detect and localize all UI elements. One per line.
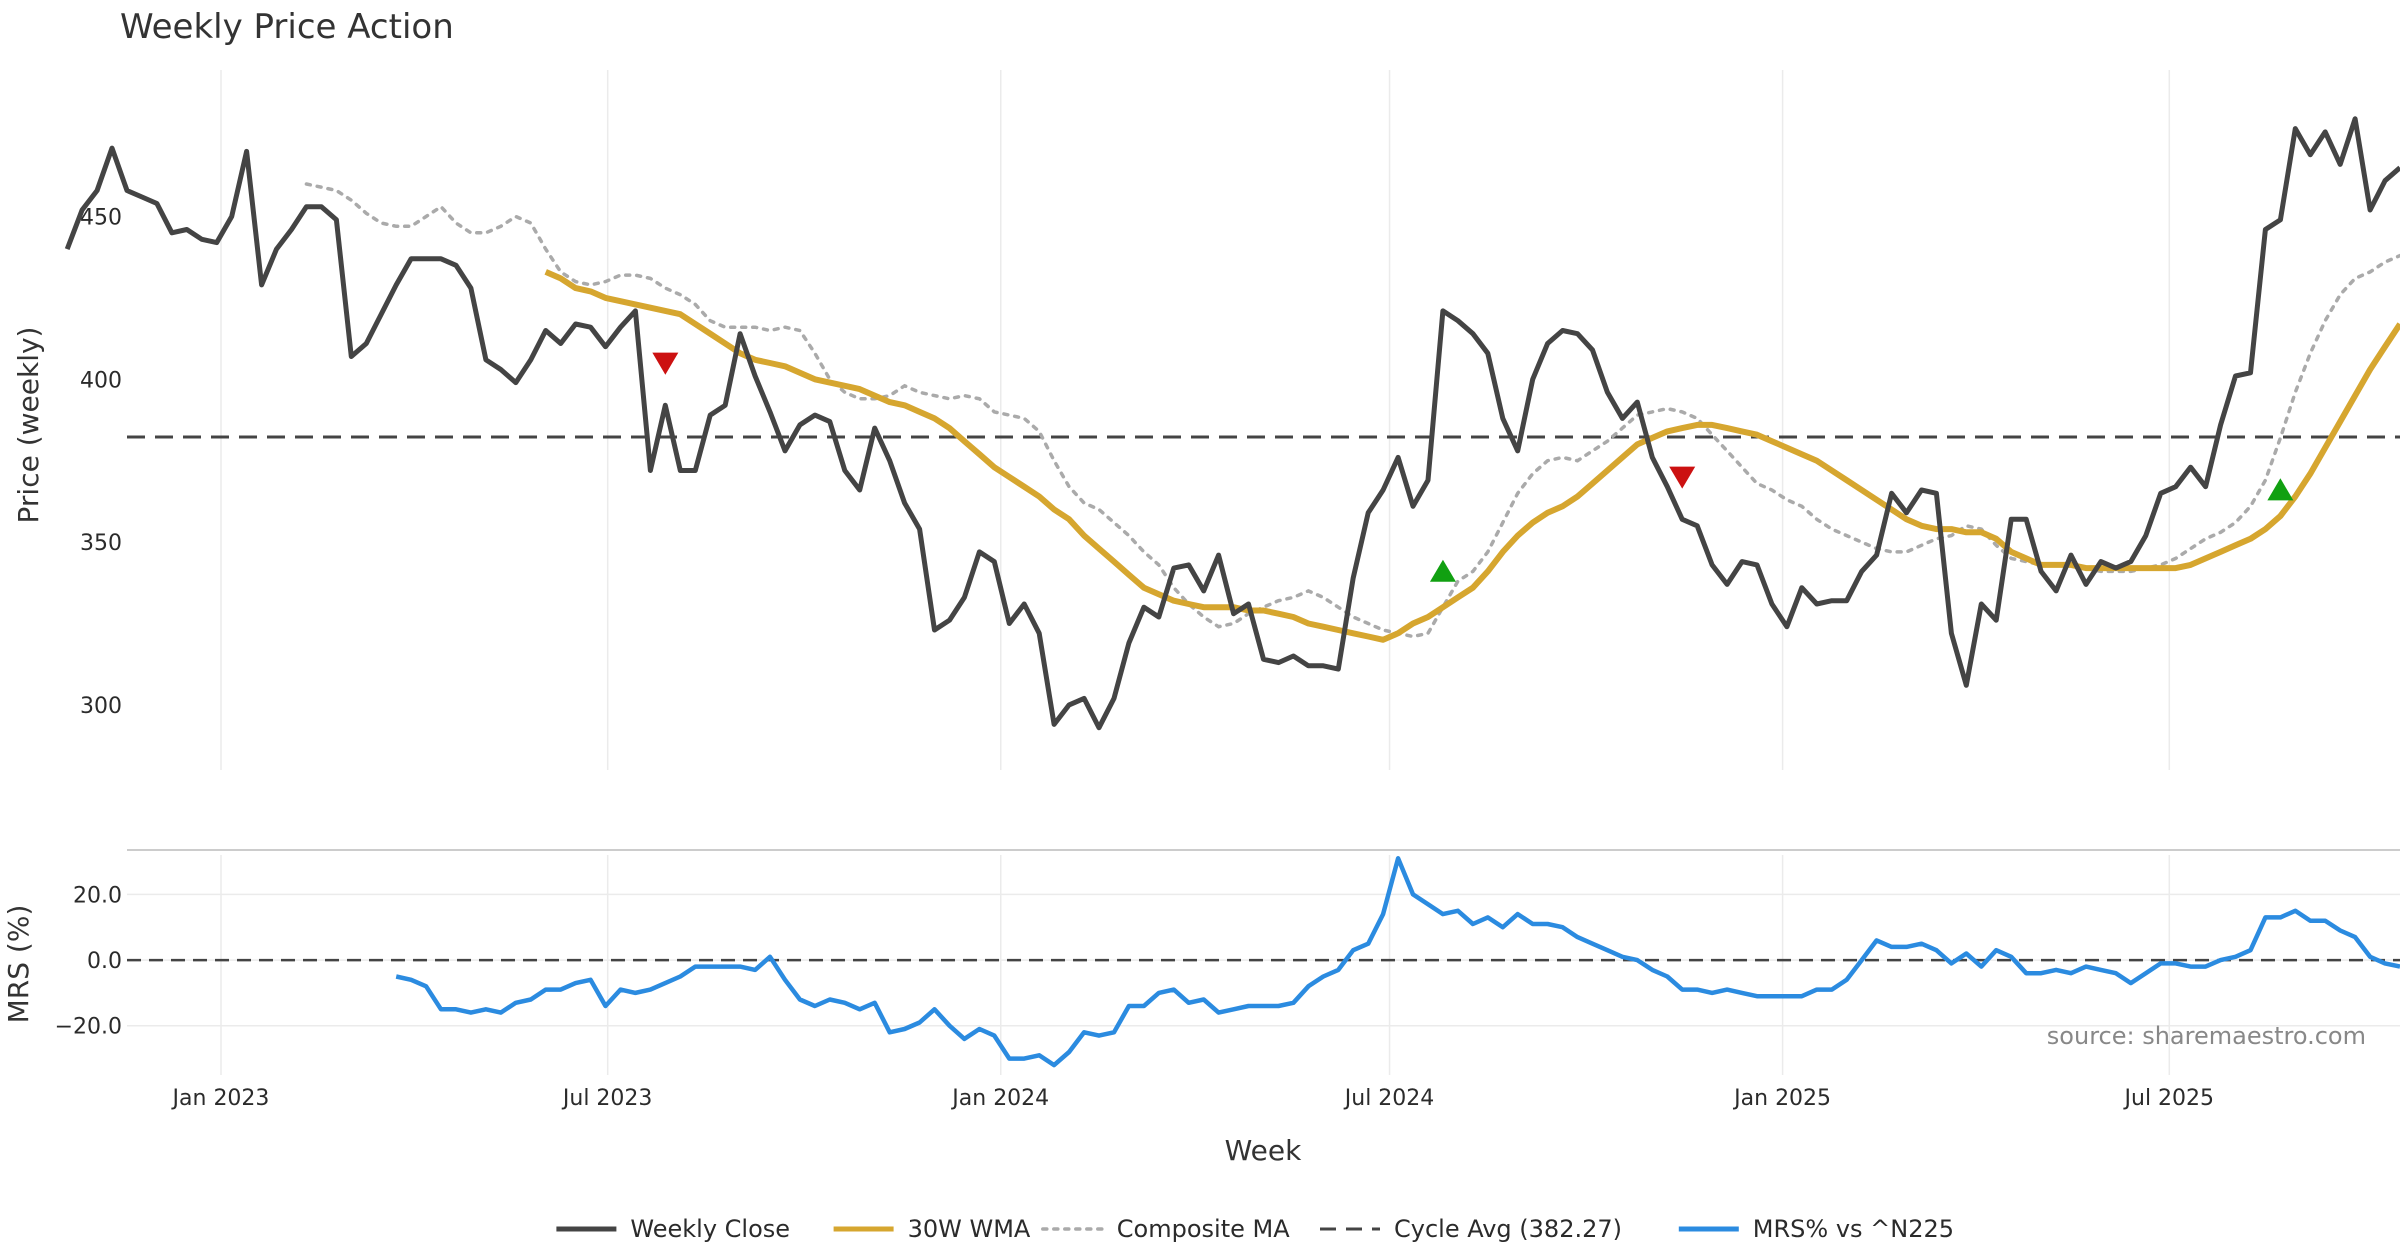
source-watermark: source: sharemaestro.com bbox=[2047, 1022, 2366, 1050]
x-tick-label: Jan 2024 bbox=[950, 1086, 1049, 1111]
buy-signal-marker bbox=[2267, 478, 2294, 501]
price-y-tick-label: 300 bbox=[80, 694, 122, 719]
price-y-tick-label: 400 bbox=[80, 368, 122, 393]
x-tick-label: Jul 2025 bbox=[2123, 1086, 2215, 1111]
mrs-panel: 20.0 0.0 −20.0 MRS (%) source: sharemaestr… bbox=[2, 855, 2400, 1075]
signal-markers bbox=[652, 352, 2294, 582]
x-axis-label: Week bbox=[1225, 1134, 1302, 1167]
x-tick-label: Jul 2024 bbox=[1343, 1086, 1435, 1111]
sell-signal-marker bbox=[1669, 466, 1696, 489]
legend-label: Weekly Close bbox=[630, 1215, 790, 1243]
legend-label: Composite MA bbox=[1117, 1215, 1290, 1243]
price-gridlines bbox=[220, 70, 2171, 770]
legend-label: Cycle Avg (382.27) bbox=[1394, 1215, 1622, 1243]
price-y-tick-label: 450 bbox=[80, 206, 122, 231]
mrs-y-axis-label: MRS (%) bbox=[2, 905, 35, 1024]
price-panel: 300 350 400 450 Price (weekly) bbox=[12, 70, 2400, 770]
weekly-close-line bbox=[64, 116, 2400, 731]
sell-signal-marker bbox=[652, 352, 679, 375]
x-axis-ticks: Jan 2023 Jul 2023 Jan 2024 Jul 2024 Jan 2025… bbox=[171, 1086, 2215, 1111]
price-y-ticks: 300 350 400 450 bbox=[80, 206, 122, 719]
legend-label: 30W WMA bbox=[908, 1215, 1031, 1243]
x-tick-label: Jan 2023 bbox=[171, 1086, 270, 1111]
price-y-tick-label: 350 bbox=[80, 531, 122, 556]
chart-title: Weekly Price Action bbox=[120, 7, 454, 47]
buy-signal-marker bbox=[1429, 559, 1456, 582]
mrs-line bbox=[395, 856, 2400, 1068]
mrs-y-tick-label: 20.0 bbox=[73, 883, 122, 908]
mrs-y-ticks: 20.0 0.0 −20.0 bbox=[55, 883, 122, 1039]
mrs-y-tick-label: 0.0 bbox=[87, 949, 122, 974]
mrs-y-tick-label: −20.0 bbox=[55, 1015, 122, 1040]
x-tick-label: Jan 2025 bbox=[1732, 1086, 1831, 1111]
x-tick-label: Jul 2023 bbox=[561, 1086, 653, 1111]
legend-label: MRS% vs ^N225 bbox=[1753, 1215, 1954, 1243]
legend: Weekly Close 30W WMA Composite MA Cycle Avg… bbox=[556, 1215, 1954, 1243]
price-y-axis-label: Price (weekly) bbox=[12, 327, 45, 524]
wma-30w-line bbox=[544, 269, 2400, 643]
